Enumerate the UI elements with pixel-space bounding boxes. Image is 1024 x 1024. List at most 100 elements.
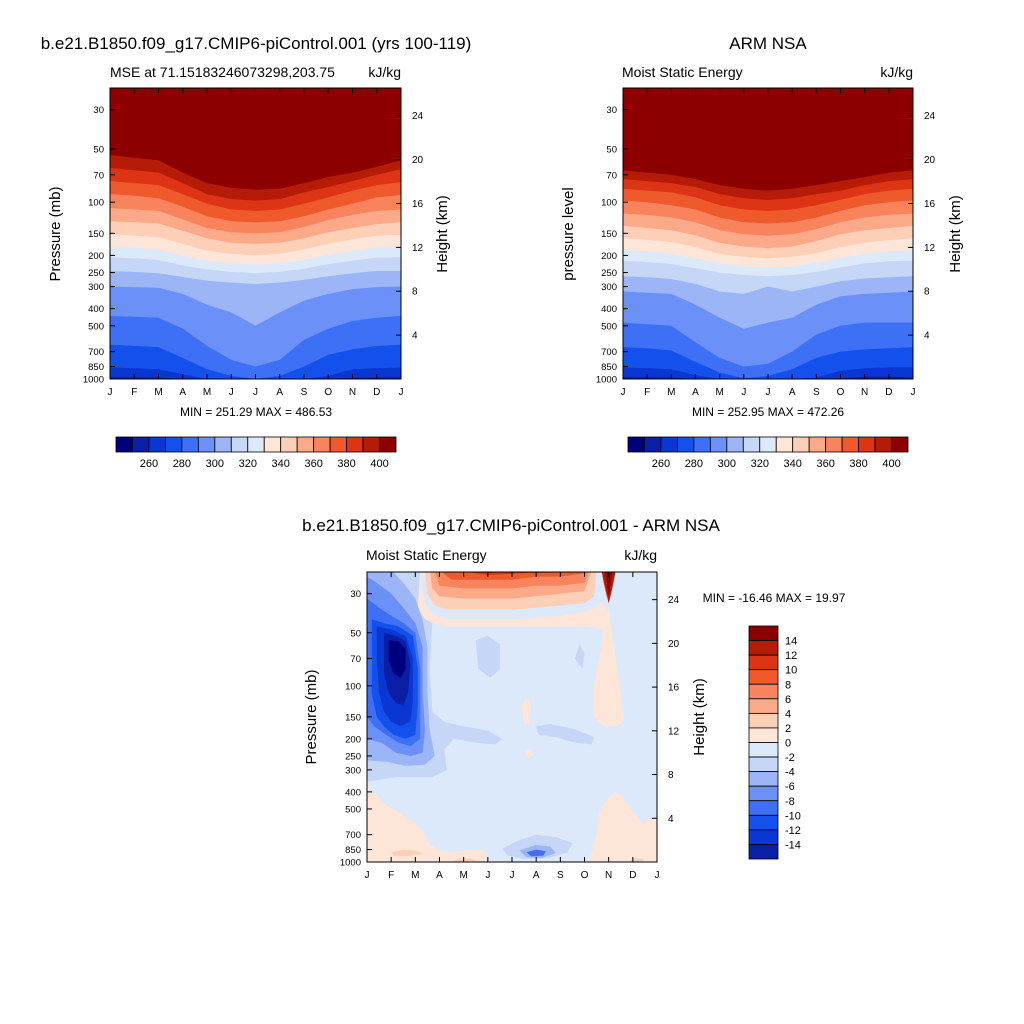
panel-diff-subtitle-left: Moist Static Energy (366, 547, 487, 563)
panel-obs-colorbar: 260 280 300 320 340 360 380 400 (627, 436, 909, 470)
contour-region (589, 791, 657, 862)
y-tick-label: 400 (88, 304, 104, 315)
colorbar-tick-label: 320 (751, 458, 769, 470)
contour-region (367, 788, 488, 862)
y-tick-label: 250 (345, 751, 361, 762)
x-tick-label: S (301, 387, 308, 398)
panel-obs-ylabel-right: Height (km) (947, 195, 964, 273)
panel-diff-plot-area: J F M A M J J A S O N D J 30 50 70 100 150 200 250 300 400 500… (340, 571, 680, 881)
colorbar-swatch (362, 436, 380, 453)
contour-region (475, 635, 500, 678)
x-tick-label: N (861, 387, 868, 398)
panel-obs-subtitle-left: Moist Static Energy (622, 64, 743, 80)
y-tick-label: 100 (345, 681, 361, 692)
panel-model-subtitle-left: MSE at 71.15183246073298,203.75 (110, 64, 335, 80)
colorbar-tick-label: -14 (785, 839, 801, 851)
contour-region (391, 849, 423, 857)
colorbar-swatch (346, 436, 364, 453)
x-tick-label: O (837, 387, 845, 398)
colorbar-swatch (748, 669, 779, 685)
colorbar-tick-label: 340 (784, 458, 802, 470)
x-tick-label: J (399, 387, 404, 398)
colorbar-swatch (748, 844, 779, 860)
panel-diff-subtitle-right: kJ/kg (624, 547, 657, 563)
x-tick-label: J (253, 387, 258, 398)
x-tick-label: J (365, 870, 370, 881)
y-tick-label: 300 (345, 765, 361, 776)
colorbar-swatch (891, 436, 909, 453)
y-tick-label: 1000 (596, 375, 617, 386)
x-tick-label: A (533, 870, 540, 881)
colorbar-tick-label: -8 (785, 796, 795, 808)
panel-model-stats: MIN = 251.29 MAX = 486.53 (180, 405, 332, 419)
height-tick-label: 12 (924, 243, 936, 254)
x-tick-label: D (885, 387, 892, 398)
y-tick-label: 400 (345, 787, 361, 798)
colorbar-swatch (825, 436, 843, 453)
x-tick-label: J (741, 387, 746, 398)
y-tick-label: 150 (345, 712, 361, 723)
y-tick-label: 30 (606, 105, 617, 116)
colorbar-tick-label: 2 (785, 723, 791, 735)
y-tick-label: 400 (601, 304, 617, 315)
contour-region (524, 749, 534, 759)
colorbar-tick-label: 280 (173, 458, 191, 470)
x-tick-label: S (813, 387, 820, 398)
y-tick-label: 70 (93, 170, 104, 181)
y-tick-label: 850 (88, 362, 104, 373)
contour-region (536, 724, 595, 745)
height-tick-label: 24 (668, 595, 680, 606)
colorbar-tick-label: 340 (272, 458, 290, 470)
y-tick-label: 850 (601, 362, 617, 373)
x-tick-label: M (459, 870, 467, 881)
height-tick-label: 12 (412, 243, 424, 254)
colorbar-swatch (748, 683, 779, 700)
y-tick-label: 500 (601, 321, 617, 332)
colorbar-swatch (759, 436, 777, 453)
height-tick-label: 16 (412, 199, 424, 210)
colorbar-swatch (132, 436, 150, 453)
y-tick-label: 200 (345, 734, 361, 745)
y-tick-label: 500 (345, 804, 361, 815)
y-tick-label: 70 (606, 170, 617, 181)
x-tick-label: A (179, 387, 186, 398)
y-tick-label: 250 (601, 268, 617, 279)
x-tick-label: F (131, 387, 137, 398)
colorbar-swatch (748, 727, 779, 743)
contour-region (605, 572, 613, 597)
x-tick-label: J (510, 870, 515, 881)
panel-diff-ylabel: Pressure (mb) (303, 669, 320, 764)
colorbar-swatch (660, 436, 678, 453)
colorbar-swatch (148, 436, 166, 453)
x-tick-label: A (276, 387, 283, 398)
colorbar-tick-label: 8 (785, 679, 791, 691)
colorbar-swatch (693, 436, 711, 453)
y-tick-label: 250 (88, 268, 104, 279)
colorbar-swatch (748, 712, 779, 729)
x-tick-label: J (108, 387, 113, 398)
panel-model-colorbar: 260 280 300 320 340 360 380 400 (115, 436, 397, 470)
panel-model: b.e21.B1850.f09_g17.CMIP6-piControl.001 … (41, 34, 472, 470)
colorbar-swatch (748, 742, 779, 758)
panel-obs-plot-area: J F M A M J J A S O N D J 30 50 70 100 150 200 250 300 400 500… (596, 87, 936, 398)
height-tick-label: 20 (924, 155, 936, 166)
colorbar-swatch (263, 436, 282, 453)
panel-diff: b.e21.B1850.f09_g17.CMIP6-piControl.001 … (302, 516, 846, 881)
colorbar-swatch (165, 436, 183, 453)
x-tick-label: N (605, 870, 612, 881)
colorbar-swatch (748, 829, 779, 845)
colorbar-swatch (214, 436, 232, 453)
y-tick-label: 700 (345, 830, 361, 841)
colorbar-swatch (748, 771, 779, 787)
height-tick-label: 4 (412, 331, 418, 342)
y-tick-label: 500 (88, 321, 104, 332)
x-tick-label: O (581, 870, 589, 881)
y-tick-label: 50 (350, 628, 361, 639)
colorbar-swatch (748, 800, 779, 816)
contour-region (442, 572, 586, 580)
contour-region (451, 858, 479, 862)
colorbar-swatch (627, 436, 645, 453)
y-tick-label: 70 (350, 654, 361, 665)
x-tick-label: J (485, 870, 490, 881)
colorbar-tick-label: 4 (785, 708, 791, 720)
